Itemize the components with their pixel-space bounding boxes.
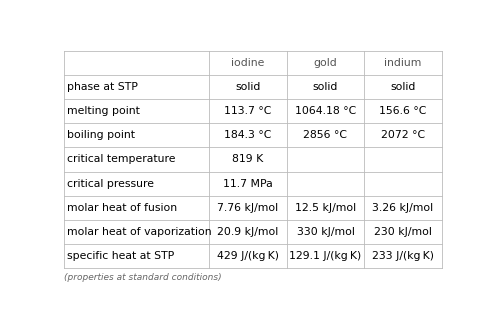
- Text: melting point: melting point: [68, 106, 140, 116]
- Text: indium: indium: [385, 58, 422, 68]
- Text: 3.26 kJ/mol: 3.26 kJ/mol: [372, 203, 433, 213]
- Text: phase at STP: phase at STP: [68, 82, 138, 92]
- Text: 11.7 MPa: 11.7 MPa: [223, 179, 273, 189]
- Text: 230 kJ/mol: 230 kJ/mol: [374, 227, 432, 237]
- Text: 2072 °C: 2072 °C: [381, 130, 425, 140]
- Text: (properties at standard conditions): (properties at standard conditions): [64, 273, 221, 282]
- Text: iodine: iodine: [231, 58, 265, 68]
- Text: molar heat of fusion: molar heat of fusion: [68, 203, 177, 213]
- Text: molar heat of vaporization: molar heat of vaporization: [68, 227, 212, 237]
- Text: 156.6 °C: 156.6 °C: [379, 106, 427, 116]
- Text: 2856 °C: 2856 °C: [304, 130, 348, 140]
- Text: 233 J/(kg K): 233 J/(kg K): [372, 251, 434, 261]
- Text: solid: solid: [313, 82, 338, 92]
- Text: 1064.18 °C: 1064.18 °C: [295, 106, 356, 116]
- Text: solid: solid: [390, 82, 416, 92]
- Text: 20.9 kJ/mol: 20.9 kJ/mol: [217, 227, 279, 237]
- Text: 12.5 kJ/mol: 12.5 kJ/mol: [295, 203, 356, 213]
- Text: critical temperature: critical temperature: [68, 154, 176, 164]
- Text: solid: solid: [235, 82, 261, 92]
- Text: 129.1 J/(kg K): 129.1 J/(kg K): [289, 251, 361, 261]
- Text: 330 kJ/mol: 330 kJ/mol: [296, 227, 354, 237]
- Text: 7.76 kJ/mol: 7.76 kJ/mol: [217, 203, 279, 213]
- Text: 429 J/(kg K): 429 J/(kg K): [217, 251, 279, 261]
- Text: specific heat at STP: specific heat at STP: [68, 251, 175, 261]
- Text: 113.7 °C: 113.7 °C: [224, 106, 272, 116]
- Text: 819 K: 819 K: [232, 154, 264, 164]
- Text: 184.3 °C: 184.3 °C: [224, 130, 272, 140]
- Text: boiling point: boiling point: [68, 130, 136, 140]
- Text: critical pressure: critical pressure: [68, 179, 154, 189]
- Text: gold: gold: [314, 58, 337, 68]
